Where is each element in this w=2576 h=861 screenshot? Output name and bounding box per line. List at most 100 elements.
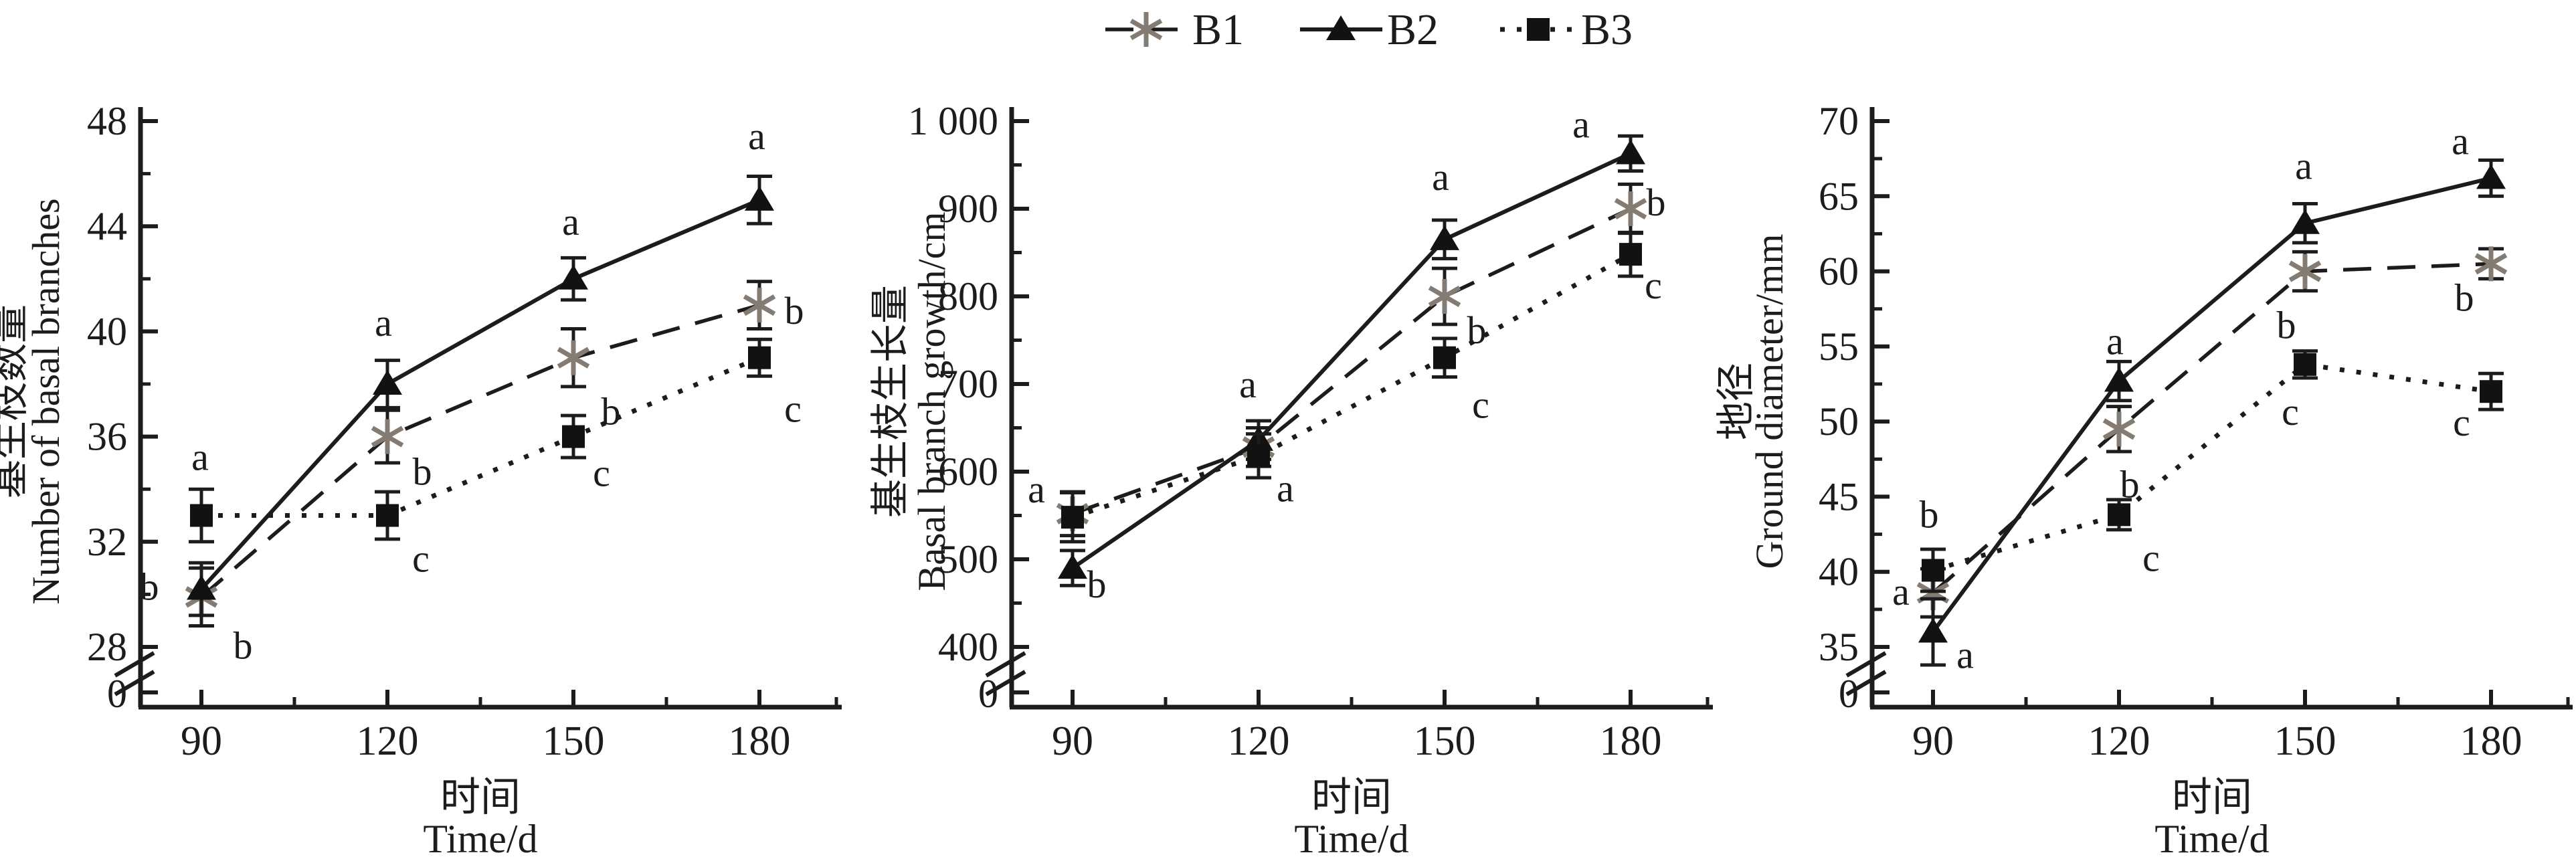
y-axis-title-cn: 基生枝数量 [0, 304, 31, 498]
x-tick-label: 90 [181, 719, 222, 764]
y-axis-break-icon [114, 670, 155, 696]
B2-line [1931, 176, 2492, 634]
y-tick-label: 900 [938, 187, 998, 231]
x-axis-title-en: Time/d [2154, 817, 2269, 861]
y-axis-break-icon [1845, 670, 1887, 696]
B1-line [1932, 262, 2492, 595]
y-tick-label: 50 [1819, 399, 1859, 444]
y-axis-break-icon [114, 651, 155, 678]
significance-letter: b [234, 624, 253, 667]
B3-marker-square [1619, 243, 1642, 266]
B1-marker-asterisk [2102, 418, 2136, 440]
B2-marker-triangle [187, 575, 216, 600]
significance-letter: b [602, 390, 621, 434]
B1-line [200, 303, 760, 599]
legend-B3-label: B3 [1581, 5, 1633, 54]
significance-letter: c [2282, 390, 2299, 434]
B2-marker-triangle [1058, 554, 1087, 579]
significance-letter: b [1647, 181, 1666, 224]
y-tick-label: 44 [87, 204, 127, 248]
x-tick-label: 90 [1052, 719, 1093, 764]
significance-letter: c [784, 387, 802, 431]
y-axis-title-cn: 基生枝生长量 [868, 285, 912, 518]
significance-letter: a [2106, 320, 2124, 363]
y-axis-break-icon [1845, 651, 1887, 678]
y-tick-label: 600 [938, 450, 998, 494]
significance-letter: b [1467, 308, 1487, 352]
significance-letter: b [785, 289, 804, 332]
significance-letter: c [1645, 264, 1662, 307]
x-axis-title-cn: 时间 [440, 775, 521, 820]
x-axis-title-en: Time/d [1294, 817, 1408, 861]
x-tick-label: 150 [543, 719, 605, 764]
legend-B1-marker-icon [1129, 18, 1163, 41]
B2-marker-triangle [2104, 367, 2134, 392]
x-tick-label: 150 [1414, 719, 1476, 764]
significance-letter: a [562, 200, 579, 244]
y-axis-title-en: Ground diameter/mm [1748, 234, 1791, 569]
x-axis-title-cn: 时间 [1311, 775, 1392, 820]
significance-letter: b [2455, 276, 2474, 319]
y-tick-label: 32 [87, 520, 127, 564]
significance-letter: b [413, 450, 432, 494]
y-axis-title-en: Number of basal branches [24, 198, 68, 604]
significance-letter: c [593, 452, 610, 495]
B3-marker-square [2294, 353, 2316, 376]
B2-marker-triangle [745, 185, 774, 211]
significance-letter: a [1956, 634, 1974, 677]
x-tick-label: 180 [729, 719, 791, 764]
significance-letter: c [1472, 383, 1489, 427]
significance-letter: a [1892, 570, 1910, 613]
B2-marker-triangle [373, 370, 402, 395]
x-axis-title-cn: 时间 [2172, 775, 2252, 820]
B3-marker-square [1247, 444, 1270, 468]
x-axis-title-en: Time/d [423, 817, 537, 861]
y-axis-break-icon [985, 670, 1026, 696]
significance-letter: c [2142, 536, 2160, 579]
y-tick-label: 28 [87, 625, 127, 669]
B2-line [1071, 151, 1632, 570]
B1-marker-asterisk [2288, 260, 2322, 282]
x-tick-label: 120 [1228, 719, 1290, 764]
significance-letter: b [1087, 563, 1107, 606]
B3-line [1071, 252, 1632, 520]
y-tick-label: 55 [1819, 324, 1859, 369]
significance-letter: a [1572, 102, 1590, 146]
significance-letter: a [2452, 119, 2469, 163]
x-tick-label: 90 [1912, 719, 1954, 764]
x-tick-label: 180 [2460, 719, 2522, 764]
significance-letter: a [748, 114, 765, 158]
significance-letter: a [1432, 155, 1449, 199]
B1-marker-asterisk [1428, 285, 1461, 308]
y-axis-title-cn: 地径 [1714, 363, 1758, 440]
significance-letter: b [1920, 492, 1939, 536]
y-tick-label: 65 [1819, 174, 1859, 218]
significance-letter: c [2453, 401, 2470, 444]
y-tick-label: 45 [1819, 474, 1859, 518]
y-axis-title-en: Basal branch growth/cm [910, 212, 953, 591]
B1-marker-asterisk [371, 425, 404, 448]
x-tick-label: 120 [357, 719, 419, 764]
B1-marker-asterisk [557, 347, 590, 369]
y-tick-label: 700 [938, 362, 998, 406]
B3-marker-square [1922, 559, 1944, 582]
y-tick-label: 1 000 [908, 99, 998, 143]
B3-marker-square [190, 504, 213, 527]
B3-line [1932, 362, 2492, 573]
B2-marker-triangle [2476, 164, 2506, 189]
legend-B2-marker-icon [1326, 15, 1356, 40]
x-tick-label: 120 [2088, 719, 2150, 764]
B2-marker-triangle [1430, 225, 1459, 250]
B3-marker-square [562, 425, 585, 448]
B2-marker-triangle [1918, 617, 1948, 643]
B3-marker-square [1433, 346, 1456, 369]
B2-marker-triangle [1616, 139, 1645, 165]
B1-marker-asterisk [1614, 197, 1647, 220]
y-tick-label: 800 [938, 274, 998, 318]
y-tick-label: 60 [1819, 250, 1859, 294]
significance-letter: a [375, 301, 392, 345]
B3-marker-square [2108, 503, 2130, 527]
y-tick-label: 500 [938, 537, 998, 581]
significance-letter: a [2295, 145, 2312, 188]
